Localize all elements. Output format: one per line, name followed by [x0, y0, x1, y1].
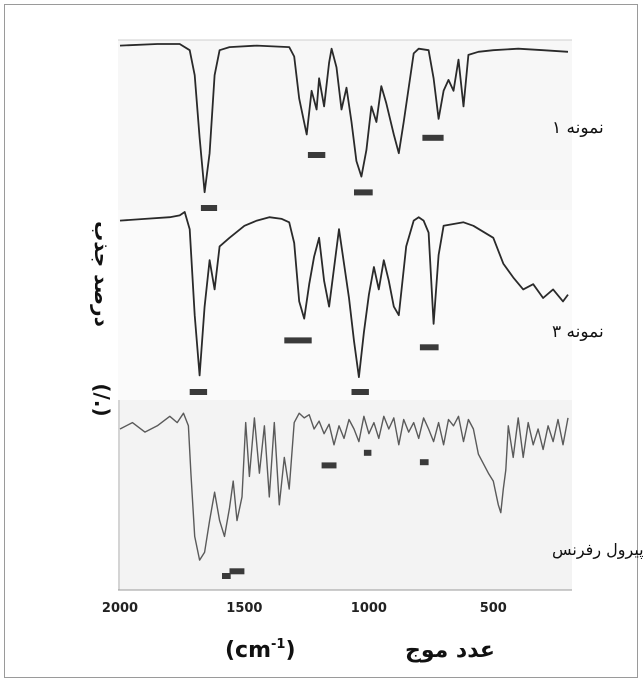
x-tick-label: 500 — [480, 601, 507, 616]
x-axis-unit-exponent: -1 — [271, 637, 285, 652]
x-tick-label: 2000 — [102, 601, 138, 616]
peak-marker-bar — [354, 189, 373, 196]
y-axis-label-group: درصد جذب (/.) — [90, 221, 114, 416]
series-label-sample-1: نمونه ۱ — [552, 118, 604, 138]
series-line-2 — [119, 211, 569, 378]
peak-marker-bar — [229, 568, 245, 575]
series-line-3 — [119, 412, 569, 561]
peak-marker-bar — [284, 337, 312, 344]
peak-marker-bar — [363, 449, 372, 456]
panel-3-background — [118, 400, 572, 590]
peak-marker-bar — [222, 573, 231, 579]
y-axis-label: درصد جذب — [90, 221, 114, 327]
peak-marker-bar — [189, 389, 208, 395]
peak-marker-bar — [419, 344, 439, 351]
peak-marker-bar — [321, 462, 337, 469]
figure-frame — [4, 4, 638, 678]
x-axis-unit: (cm-1) — [225, 637, 296, 663]
x-tick-label: 1500 — [226, 601, 262, 616]
x-axis-unit-close: ) — [285, 638, 295, 663]
x-axis-unit-base: (cm — [225, 638, 271, 663]
peak-marker-bar — [422, 134, 444, 141]
panel-1-background — [118, 40, 572, 210]
series-label-sample-3: نمونه ۳ — [552, 322, 604, 342]
series-line-1 — [119, 43, 569, 194]
peak-marker-bar — [200, 205, 218, 211]
x-axis-label: عدد موج — [405, 638, 495, 663]
series-label-polypyrrole-reference: پلی پیرول رفرنس — [552, 540, 643, 560]
peak-marker-bar — [351, 389, 369, 395]
peak-marker-bar — [419, 459, 429, 466]
panel-2-background — [118, 210, 572, 400]
x-tick-label: 1000 — [351, 601, 387, 616]
y-axis-unit: (/.) — [90, 383, 114, 416]
peak-marker-bar — [307, 152, 326, 158]
